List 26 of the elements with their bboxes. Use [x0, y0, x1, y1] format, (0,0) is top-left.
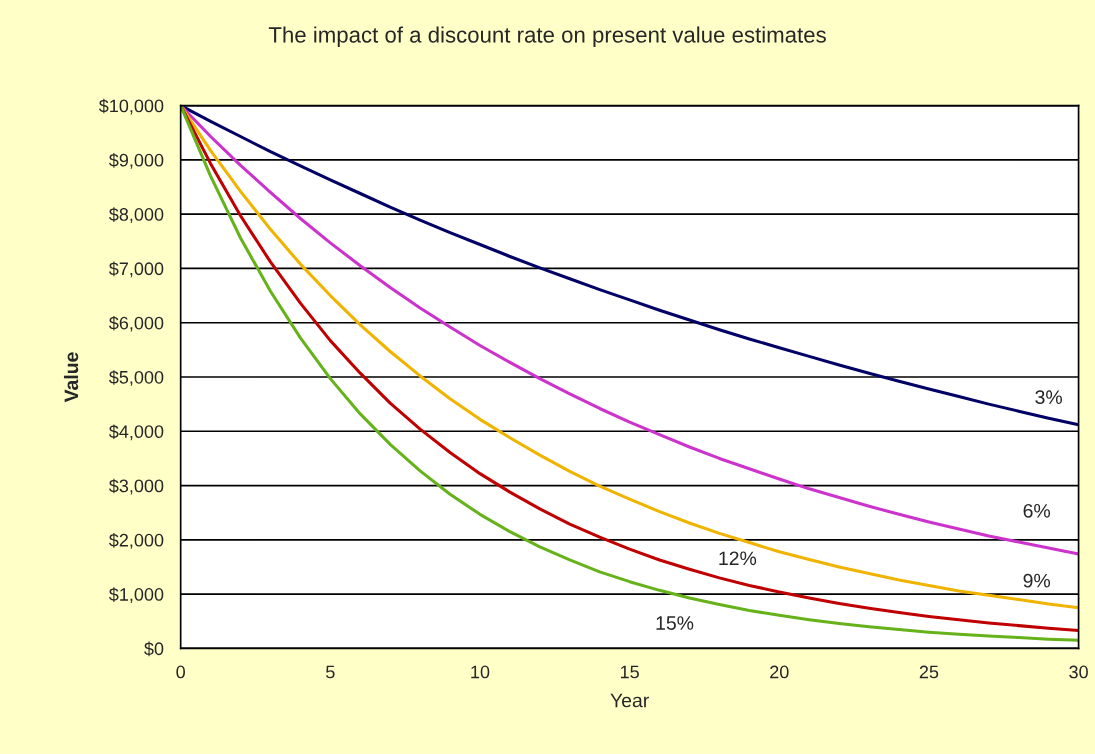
- y-tick-label: $6,000: [108, 315, 164, 332]
- x-tick-label: 10: [471, 665, 490, 679]
- y-tick-label: $3,000: [108, 478, 164, 495]
- x-tick-label: 0: [176, 665, 185, 679]
- x-tick-label: 30: [1069, 665, 1088, 679]
- y-tick-label: $2,000: [108, 533, 164, 549]
- x-tick-label: 20: [770, 665, 789, 679]
- x-tick-label: 5: [326, 665, 335, 679]
- annotation: 15%: [656, 616, 694, 630]
- annotation: 3%: [1035, 390, 1063, 405]
- x-tick-label: 25: [919, 665, 939, 679]
- y-tick-label: $0: [144, 641, 164, 657]
- y-tick-label: $4,000: [108, 424, 164, 441]
- y-tick-label: $7,000: [108, 261, 164, 278]
- chart-title: The impact of a discount rate on present value estimates: [268, 26, 826, 48]
- x-tick-label: 15: [620, 665, 639, 679]
- y-tick-label: $5,000: [108, 370, 164, 386]
- annotation: 12%: [719, 551, 757, 566]
- y-axis-title: Value: [63, 352, 79, 403]
- y-tick-label: $1,000: [108, 587, 164, 603]
- y-tick-label: $8,000: [108, 207, 164, 223]
- y-tick-label: $10,000: [98, 98, 164, 115]
- x-axis-title: Year: [610, 693, 649, 708]
- annotation: 6%: [1023, 503, 1051, 518]
- y-tick-label: $9,000: [108, 153, 164, 169]
- annotation: 9%: [1023, 573, 1051, 588]
